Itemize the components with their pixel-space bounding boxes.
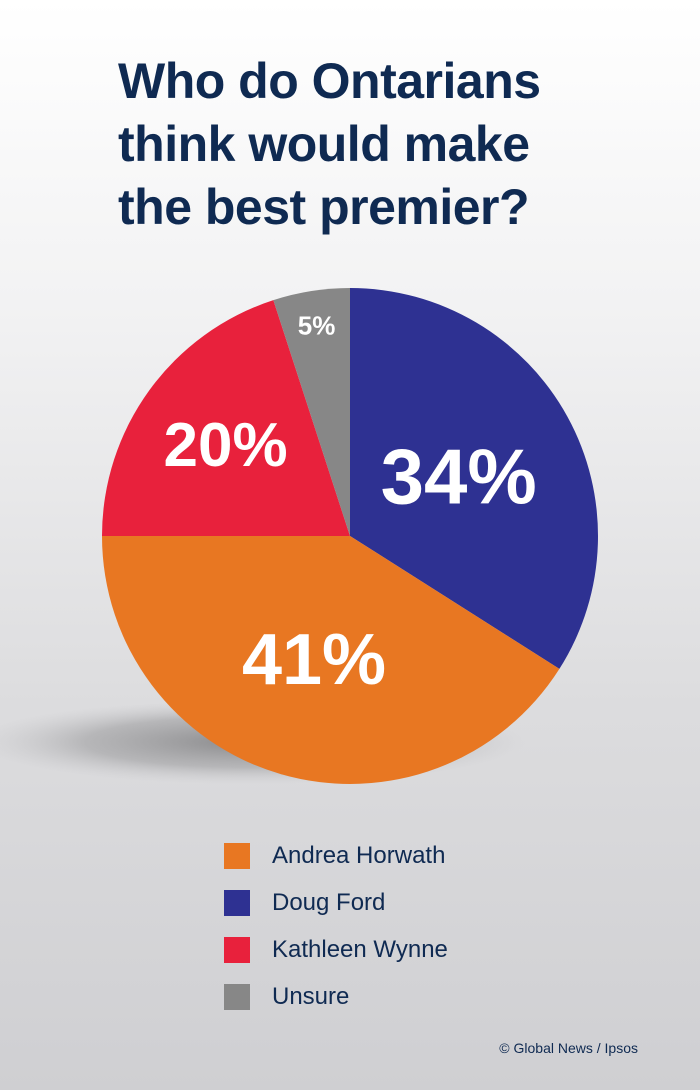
legend-label-kathleen-wynne: Kathleen Wynne [272,935,448,963]
chart-title-line-3: the best premier? [118,179,530,235]
pie-slice-unsure [273,288,350,536]
pie-slice-labels: 34% 41% 20% 5% [164,310,537,700]
chart-title: Who do Ontarians think would make the be… [118,50,678,239]
source-credit: © Global News / Ipsos [499,1040,638,1056]
pie-label-kathleen-wynne: 20% [164,411,288,480]
pie-slice-kathleen-wynne [102,300,350,536]
pie-slice-andrea-horwath [102,536,560,784]
pie-slices [102,288,598,784]
legend-item-unsure: Unsure [224,973,448,1020]
pie-label-unsure: 5% [298,310,336,340]
legend-swatch-kathleen-wynne [224,936,250,963]
chart-title-line-2: think would make [118,116,530,172]
pie-label-doug-ford: 34% [381,432,537,520]
legend-label-unsure: Unsure [272,982,350,1010]
chart-title-line-1: Who do Ontarians [118,53,541,109]
pie-slice-doug-ford [350,288,598,669]
pie-label-andrea-horwath: 41% [242,620,386,700]
legend-label-doug-ford: Doug Ford [272,888,386,916]
legend-swatch-doug-ford [224,889,250,916]
legend-swatch-andrea-horwath [224,842,250,869]
legend-item-andrea-horwath: Andrea Horwath [224,832,448,879]
legend-label-andrea-horwath: Andrea Horwath [272,841,446,869]
legend-item-kathleen-wynne: Kathleen Wynne [224,926,448,973]
legend-swatch-unsure [224,983,250,1010]
legend-item-doug-ford: Doug Ford [224,879,448,926]
legend: Andrea Horwath Doug Ford Kathleen Wynne … [224,832,448,1020]
